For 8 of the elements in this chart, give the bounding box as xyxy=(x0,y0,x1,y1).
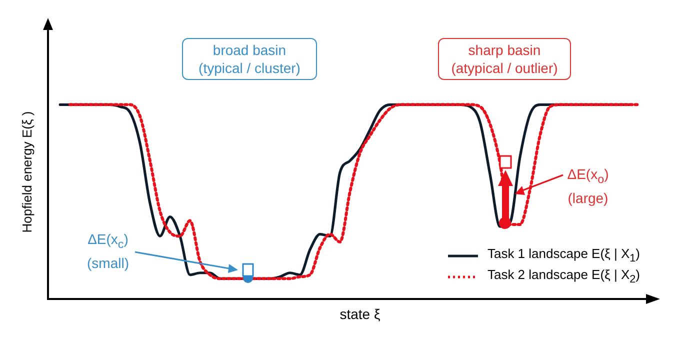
annotation: ΔE(x$_{c}$) (small) xyxy=(86,230,130,272)
x-axis-title: state ξ xyxy=(338,306,382,322)
y-axis-title: Hopfield energy E(ξ ) xyxy=(20,111,34,233)
annotation: ΔE(x$_{o}$) (large) xyxy=(566,165,610,207)
text: sharp basin (atypical / outlier) xyxy=(438,38,571,80)
legend-label: Task 2 landscape E(ξ | X$_{2}$) xyxy=(487,267,640,286)
text: broad basin (typical / cluster) xyxy=(182,38,317,80)
legend-label: Task 1 landscape E(ξ | X$_{1}$) xyxy=(487,246,640,265)
